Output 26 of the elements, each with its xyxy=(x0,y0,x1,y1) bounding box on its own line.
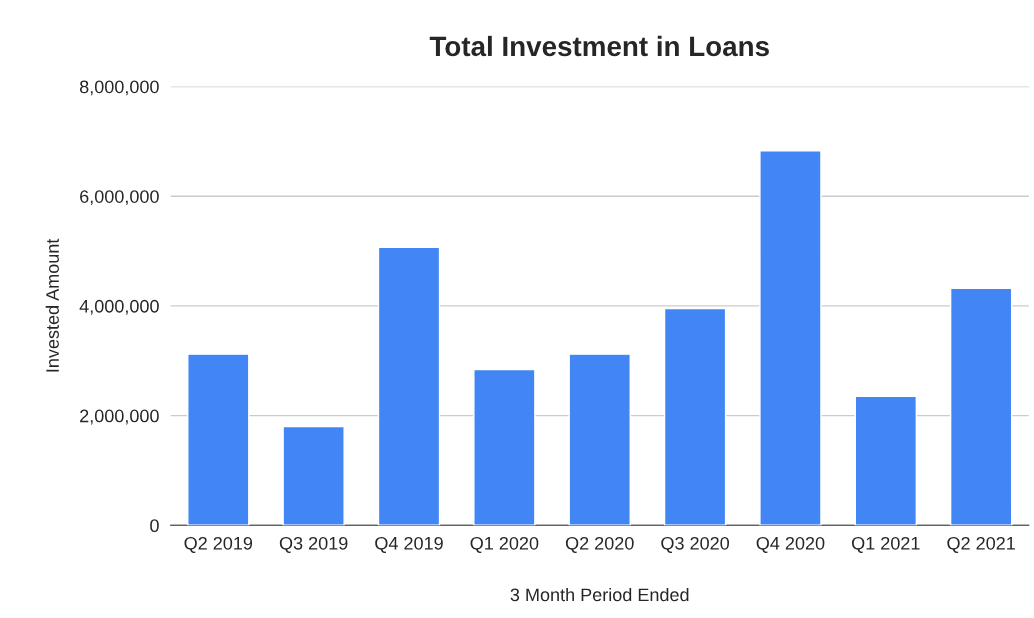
bar xyxy=(854,395,918,526)
x-tick-label: Q3 2020 xyxy=(661,536,730,553)
y-tick-label: 0 xyxy=(150,519,159,533)
x-axis-title: 3 Month Period Ended xyxy=(510,587,689,602)
bar xyxy=(663,307,727,526)
x-tick-label: Q3 2019 xyxy=(279,536,348,553)
bar xyxy=(568,353,631,526)
x-tick-label: Q2 2019 xyxy=(184,536,253,553)
bar xyxy=(759,149,822,526)
x-tick-label: Q1 2020 xyxy=(470,536,539,553)
y-tick-label: 4,000,000 xyxy=(79,299,159,315)
bar xyxy=(282,425,345,526)
bar xyxy=(473,368,536,526)
y-axis-title: Invested Amount xyxy=(45,238,59,372)
y-tick-label: 6,000,000 xyxy=(80,190,159,206)
y-tick-label: 2,000,000 xyxy=(80,409,159,425)
x-tick-label: Q1 2021 xyxy=(852,536,920,553)
x-tick-label: Q2 2021 xyxy=(947,536,1015,553)
chart-title: Total Investment in Loans xyxy=(429,35,769,57)
x-tick-label: Q2 2020 xyxy=(565,536,634,553)
bar xyxy=(377,246,441,526)
x-tick-label: Q4 2019 xyxy=(375,536,443,553)
y-tick-label: 8,000,000 xyxy=(79,80,159,96)
bar xyxy=(949,287,1013,526)
bar xyxy=(187,353,250,526)
x-tick-label: Q4 2020 xyxy=(756,536,825,553)
